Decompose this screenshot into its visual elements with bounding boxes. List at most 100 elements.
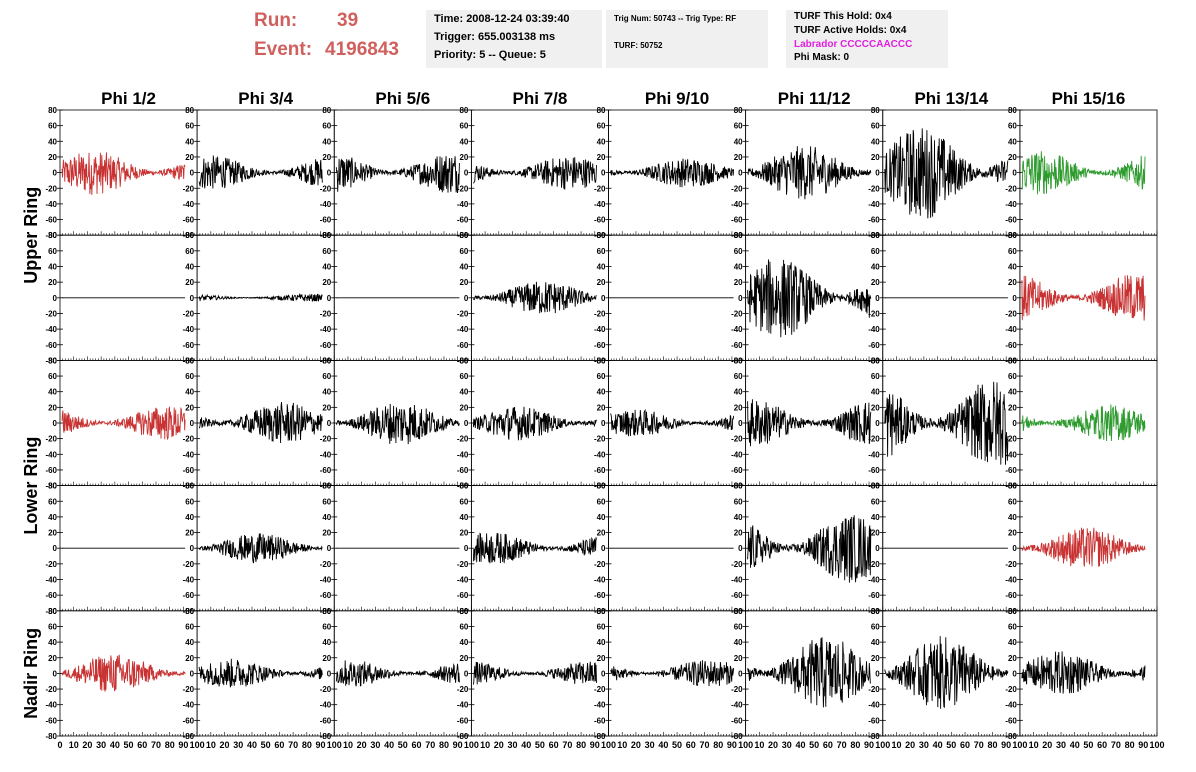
y-tick-label: 20 (734, 278, 743, 287)
y-tick-label: -60 (868, 716, 880, 725)
y-tick-label: -80 (183, 231, 195, 240)
y-tick-label: -20 (457, 560, 469, 569)
y-tick-label: -40 (320, 200, 332, 209)
x-tick-label: 100 (601, 740, 616, 750)
y-tick-label: -80 (868, 231, 880, 240)
x-tick-label: 10 (1029, 740, 1039, 750)
turf-this-hold-text: TURF This Hold: 0x4 (794, 11, 892, 22)
waveform-trace (61, 654, 186, 692)
x-tick-label: 10 (480, 740, 490, 750)
x-tick-label: 30 (782, 740, 792, 750)
y-tick-label: 20 (597, 403, 606, 412)
y-tick-label: 80 (48, 607, 57, 616)
y-tick-label: 60 (871, 622, 880, 631)
y-tick-label: -60 (868, 466, 880, 475)
y-tick-label: 60 (597, 247, 606, 256)
x-tick-label: 80 (713, 740, 723, 750)
y-tick-label: -40 (457, 701, 469, 710)
y-tick-label: -40 (457, 200, 469, 209)
y-tick-label: -40 (1005, 701, 1017, 710)
y-tick-label: 40 (48, 263, 57, 272)
timing-info-box: Time: 2008-12-24 03:39:40 Trigger: 655.0… (426, 10, 602, 68)
y-tick-label: 80 (322, 482, 331, 491)
x-tick-label: 40 (521, 740, 531, 750)
y-tick-label: -20 (594, 560, 606, 569)
y-tick-label: -60 (1005, 466, 1017, 475)
y-tick-label: -40 (183, 450, 195, 459)
y-tick-label: -20 (45, 435, 57, 444)
x-tick-label: 30 (233, 740, 243, 750)
trig-num-text: Trig Num: 50743 -- Trig Type: RF (614, 14, 737, 23)
waveform-trace (473, 157, 597, 190)
y-tick-label: -80 (320, 231, 332, 240)
x-tick-label: 100 (327, 740, 342, 750)
waveform-trace (1021, 151, 1146, 195)
x-tick-label: 10 (891, 740, 901, 750)
y-tick-label: 40 (185, 638, 194, 647)
y-tick-label: -20 (731, 435, 743, 444)
y-tick-label: -80 (1005, 231, 1017, 240)
y-tick-label: 60 (459, 122, 468, 131)
y-tick-label: 60 (322, 372, 331, 381)
y-tick-label: -40 (1005, 200, 1017, 209)
y-tick-label: -80 (731, 482, 743, 491)
y-tick-label: -20 (868, 309, 880, 318)
y-tick-label: -40 (1005, 576, 1017, 585)
waveform-trace (472, 661, 597, 685)
y-tick-label: 0 (327, 544, 332, 553)
y-tick-label: 60 (185, 122, 194, 131)
y-tick-label: 20 (322, 529, 331, 538)
y-tick-label: 0 (53, 544, 58, 553)
y-tick-label: 80 (597, 607, 606, 616)
y-tick-label: 0 (601, 669, 606, 678)
y-tick-label: -40 (45, 701, 57, 710)
y-tick-label: -40 (731, 450, 743, 459)
y-tick-label: -80 (320, 356, 332, 365)
run-event-header: Run: 39 Event: 4196843 (250, 8, 420, 68)
y-tick-label: -80 (183, 482, 195, 491)
y-tick-label: 0 (738, 669, 743, 678)
x-tick-label: 80 (439, 740, 449, 750)
y-tick-label: 40 (322, 513, 331, 522)
y-tick-label: -60 (594, 716, 606, 725)
x-tick-label: 100 (190, 740, 205, 750)
x-tick-label: 90 (1138, 740, 1148, 750)
y-tick-label: 0 (53, 669, 58, 678)
y-tick-label: 80 (734, 482, 743, 491)
y-tick-label: 0 (327, 294, 332, 303)
y-tick-label: 20 (48, 654, 57, 663)
x-tick-label: 90 (864, 740, 874, 750)
x-tick-label: 40 (384, 740, 394, 750)
y-tick-label: 0 (875, 419, 880, 428)
y-tick-label: -80 (594, 356, 606, 365)
x-tick-label: 70 (699, 740, 709, 750)
y-tick-label: 80 (322, 231, 331, 240)
y-tick-label: 40 (1008, 137, 1017, 146)
y-tick-label: -40 (320, 325, 332, 334)
y-tick-label: 60 (734, 122, 743, 131)
x-tick-label: 60 (823, 740, 833, 750)
y-tick-label: 60 (185, 372, 194, 381)
x-tick-label: 10 (206, 740, 216, 750)
y-tick-label: -20 (868, 184, 880, 193)
y-tick-label: 20 (322, 403, 331, 412)
y-tick-label: 60 (185, 497, 194, 506)
waveform-trace (747, 146, 872, 200)
y-tick-label: -60 (320, 466, 332, 475)
y-tick-label: 20 (459, 529, 468, 538)
y-tick-label: 0 (738, 169, 743, 178)
y-tick-label: -40 (868, 576, 880, 585)
x-tick-label: 50 (809, 740, 819, 750)
y-tick-label: 40 (734, 638, 743, 647)
y-tick-label: 20 (1008, 153, 1017, 162)
y-tick-label: 0 (53, 294, 58, 303)
y-tick-label: 0 (327, 669, 332, 678)
waveform-trace (198, 292, 323, 302)
y-tick-label: 0 (738, 294, 743, 303)
x-tick-label: 90 (178, 740, 188, 750)
y-tick-label: 60 (322, 497, 331, 506)
y-tick-label: -20 (45, 560, 57, 569)
y-tick-label: 60 (597, 122, 606, 131)
y-tick-label: 20 (185, 654, 194, 663)
y-tick-label: -80 (1005, 356, 1017, 365)
